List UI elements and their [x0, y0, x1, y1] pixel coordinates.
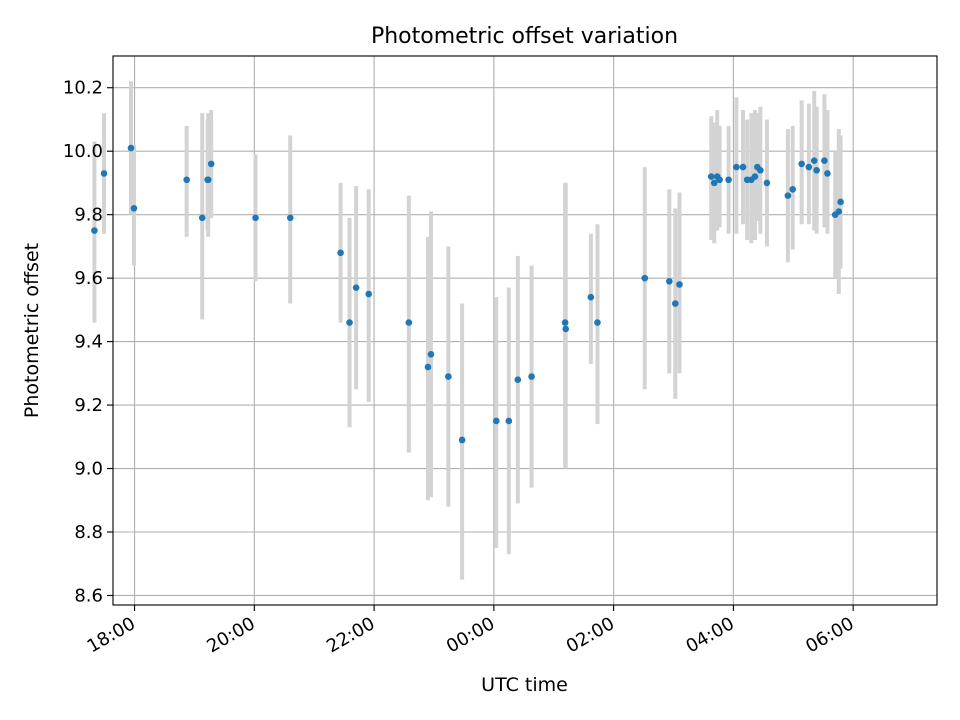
data-point	[672, 300, 679, 307]
data-point	[528, 373, 535, 380]
data-point	[676, 281, 683, 288]
data-point	[514, 376, 522, 383]
data-point	[458, 436, 466, 444]
data-point	[594, 319, 601, 326]
data-point	[763, 179, 771, 187]
data-point	[286, 214, 294, 222]
data-point	[207, 160, 215, 168]
y-tick-label: 9.4	[74, 332, 103, 353]
data-point	[100, 170, 108, 177]
data-point	[346, 319, 353, 326]
data-point	[427, 351, 435, 358]
data-point	[445, 373, 452, 380]
data-point	[492, 417, 500, 425]
data-point	[798, 160, 805, 168]
y-tick-label: 10.2	[63, 78, 103, 99]
data-point	[641, 274, 649, 282]
y-axis-label: Photometric offset	[21, 243, 43, 418]
data-point	[757, 166, 764, 174]
data-point	[252, 214, 259, 222]
data-point	[810, 157, 818, 165]
y-tick-label: 9.0	[74, 459, 103, 480]
data-point	[666, 278, 673, 285]
data-point	[710, 179, 718, 187]
data-point	[813, 166, 820, 174]
data-point	[562, 325, 570, 333]
y-tick-label: 8.8	[74, 522, 103, 543]
data-point	[505, 417, 513, 425]
data-point	[789, 185, 796, 193]
data-point	[784, 192, 792, 199]
chart-title: Photometric offset variation	[371, 24, 678, 49]
data-point	[707, 173, 715, 180]
data-point	[587, 293, 595, 301]
y-tick-label: 10.0	[63, 141, 103, 162]
data-point	[725, 176, 732, 184]
data-point	[561, 319, 569, 326]
data-point	[204, 176, 212, 184]
data-point	[837, 198, 844, 206]
data-point	[739, 163, 747, 171]
data-point	[824, 170, 831, 177]
data-point	[183, 176, 190, 184]
data-point	[130, 205, 138, 212]
data-point	[805, 163, 813, 171]
y-tick-label: 9.2	[74, 395, 103, 416]
grid-lines	[113, 56, 937, 605]
data-points	[91, 144, 844, 444]
data-point	[733, 163, 740, 171]
plot-frame	[112, 55, 938, 606]
data-point	[127, 144, 135, 152]
data-point	[91, 227, 98, 234]
data-point	[751, 173, 759, 180]
data-point	[424, 363, 432, 371]
data-point	[821, 157, 828, 165]
y-tick-label: 9.8	[74, 205, 103, 226]
data-point	[198, 214, 206, 222]
data-point	[716, 176, 723, 184]
y-tick-label: 8.6	[74, 585, 103, 606]
y-axis-ticks: 8.6 8.8 9.0 9.2 9.4 9.6 9.8 10.0 10.2	[63, 78, 113, 606]
x-axis-label: UTC time	[481, 674, 568, 696]
data-point	[352, 284, 360, 291]
data-point	[337, 249, 344, 257]
data-point	[365, 290, 373, 298]
data-point	[835, 208, 843, 215]
y-tick-label: 9.6	[74, 268, 103, 289]
data-point	[405, 319, 413, 326]
